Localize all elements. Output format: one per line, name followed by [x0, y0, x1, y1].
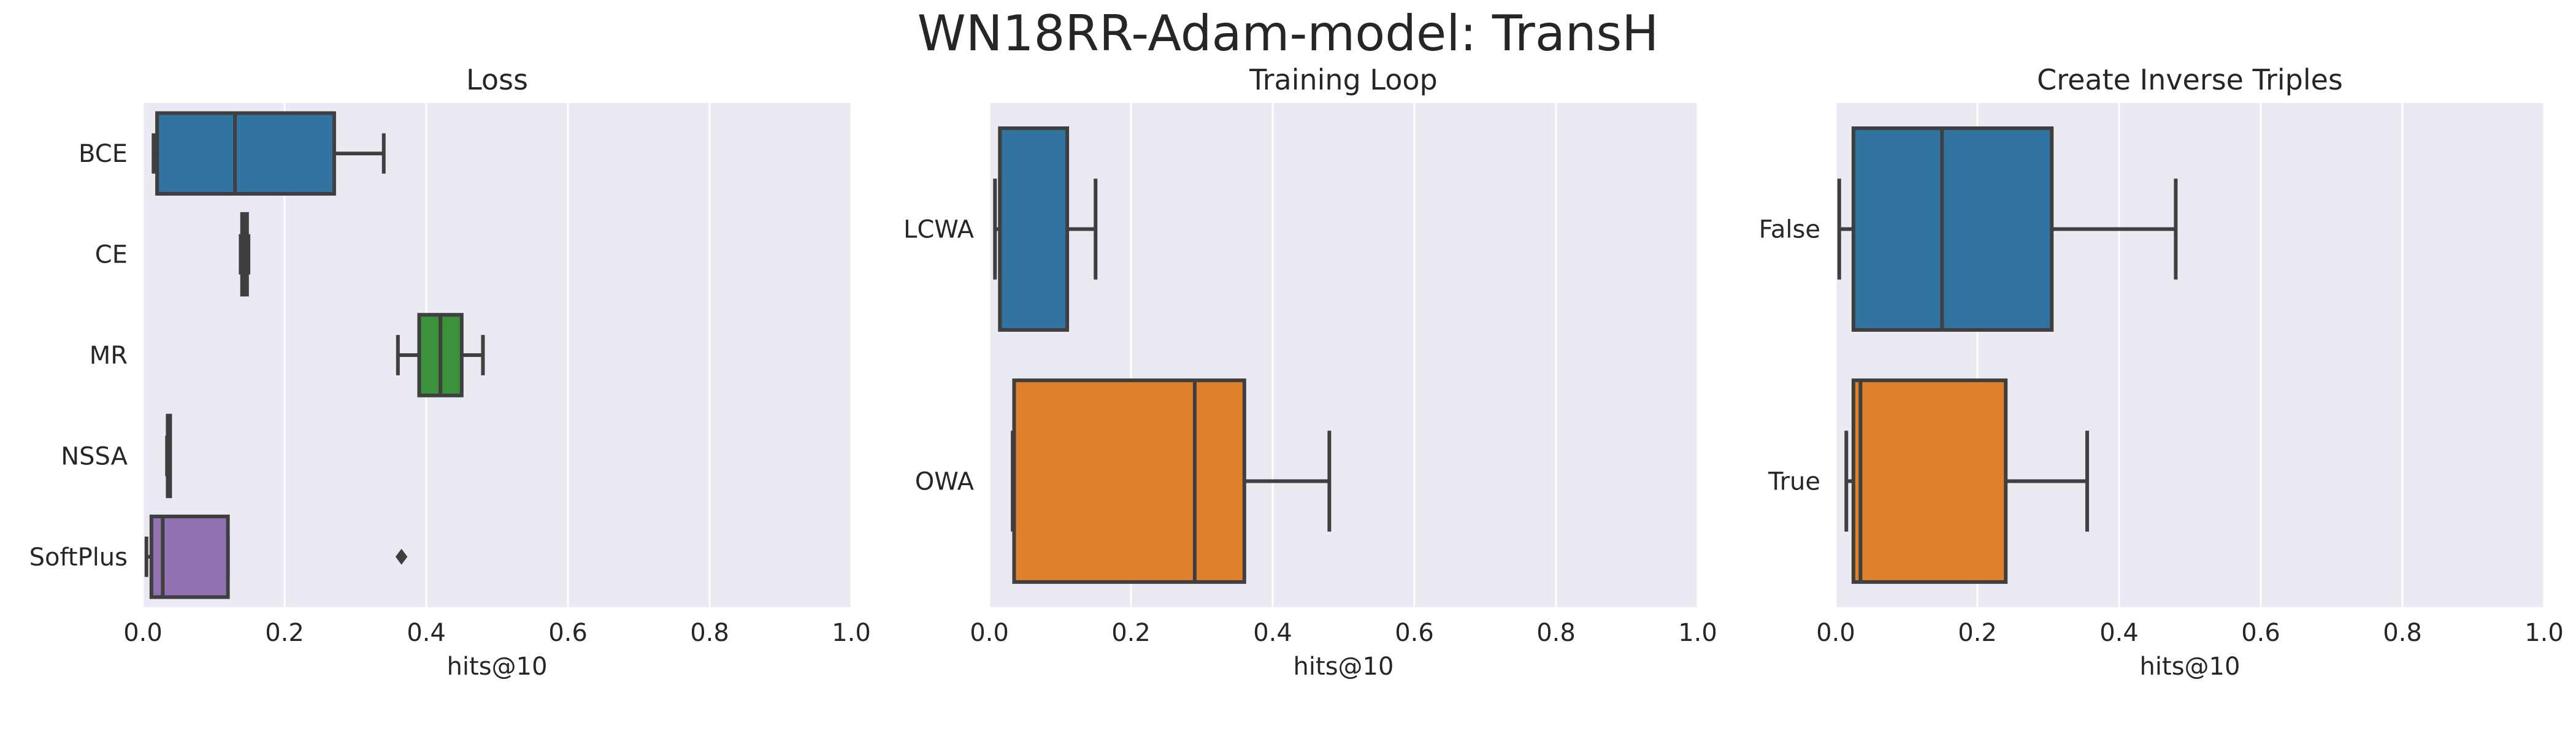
panel-title: Loss [466, 63, 528, 96]
x-tick-label: 0.8 [1536, 619, 1576, 647]
x-tick-label: 0.4 [2099, 619, 2139, 647]
x-tick-label: 0.8 [690, 619, 729, 647]
panels: 0.0 0.2 0.4 0.6 0.8 1.0 hits@10 Loss BCE CE MR NSSA… [29, 63, 2564, 681]
outlier-point [395, 548, 408, 565]
y-tick-label: CE [95, 241, 128, 269]
x-tick-label: 0.8 [2383, 619, 2422, 647]
panel-training-loop: 0.0 0.2 0.4 0.6 0.8 1.0 hits@10 Training Loop LC… [903, 63, 1717, 681]
x-tick-label: 0.6 [2241, 619, 2280, 647]
box-true: True [1768, 378, 2090, 584]
y-tick-label: True [1768, 468, 1820, 496]
figure-title: WN18RR-Adam-model: TransH [918, 5, 1659, 62]
box-owa: OWA [915, 378, 1332, 584]
box-body [998, 126, 1070, 332]
y-tick-label: LCWA [903, 216, 975, 244]
x-tick-label: 1.0 [2524, 619, 2564, 647]
x-tick-label: 0.0 [970, 619, 1009, 647]
x-axis-label: hits@10 [447, 653, 548, 681]
x-tick-label: 0.2 [265, 619, 304, 647]
x-tick-label: 0.0 [123, 619, 163, 647]
y-tick-label: NSSA [61, 442, 128, 470]
box-mr: MR [90, 313, 485, 397]
x-tick-label: 0.2 [1958, 619, 1997, 647]
x-tick-label: 0.2 [1111, 619, 1151, 647]
box-nssa: NSSA [61, 413, 172, 499]
x-tick-label: 0.6 [1395, 619, 1434, 647]
panel-title: Training Loop [1249, 63, 1437, 96]
box-body [1012, 378, 1246, 584]
x-tick-label: 0.4 [407, 619, 446, 647]
x-tick-label: 1.0 [1678, 619, 1717, 647]
x-axis-label: hits@10 [2140, 653, 2241, 681]
box-softplus: SoftPlus [29, 515, 408, 599]
box-bce: BCE [79, 111, 386, 196]
y-tick-label: False [1759, 216, 1820, 244]
box-lcwa: LCWA [903, 126, 1098, 332]
box-body [1851, 126, 2054, 332]
y-tick-label: OWA [915, 468, 975, 496]
x-tick-label: 0.4 [1253, 619, 1292, 647]
box-body [1851, 378, 2008, 584]
x-tick-label: 0.6 [548, 619, 588, 647]
y-tick-label: SoftPlus [29, 543, 128, 572]
x-tick-label: 0.0 [1816, 619, 1855, 647]
y-tick-label: MR [90, 342, 128, 370]
x-axis-label: hits@10 [1294, 653, 1394, 681]
box-false: False [1759, 126, 2178, 332]
box-body [155, 111, 336, 196]
panel-create-inverse-triples: 0.0 0.2 0.4 0.6 0.8 1.0 hits@10 Create Inverse … [1759, 63, 2564, 681]
panel-loss: 0.0 0.2 0.4 0.6 0.8 1.0 hits@10 Loss BCE CE MR NSSA… [29, 63, 871, 681]
x-tick-label: 1.0 [832, 619, 871, 647]
box-ce: CE [95, 212, 251, 297]
panel-title: Create Inverse Triples [2037, 63, 2343, 96]
y-tick-label: BCE [79, 140, 128, 168]
